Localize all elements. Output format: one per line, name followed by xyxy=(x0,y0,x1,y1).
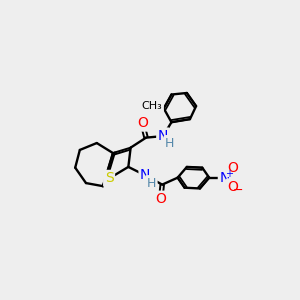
Text: O: O xyxy=(155,192,166,206)
Text: −: − xyxy=(233,184,244,196)
Text: H: H xyxy=(147,177,156,190)
Text: CH₃: CH₃ xyxy=(142,101,163,111)
Text: O: O xyxy=(228,180,238,194)
Text: N: N xyxy=(158,129,168,143)
Text: O: O xyxy=(228,161,238,176)
Text: N: N xyxy=(219,171,230,185)
Text: +: + xyxy=(225,169,233,179)
Text: O: O xyxy=(137,116,148,130)
Text: H: H xyxy=(165,136,175,149)
Text: S: S xyxy=(105,172,113,185)
Text: N: N xyxy=(140,168,151,182)
